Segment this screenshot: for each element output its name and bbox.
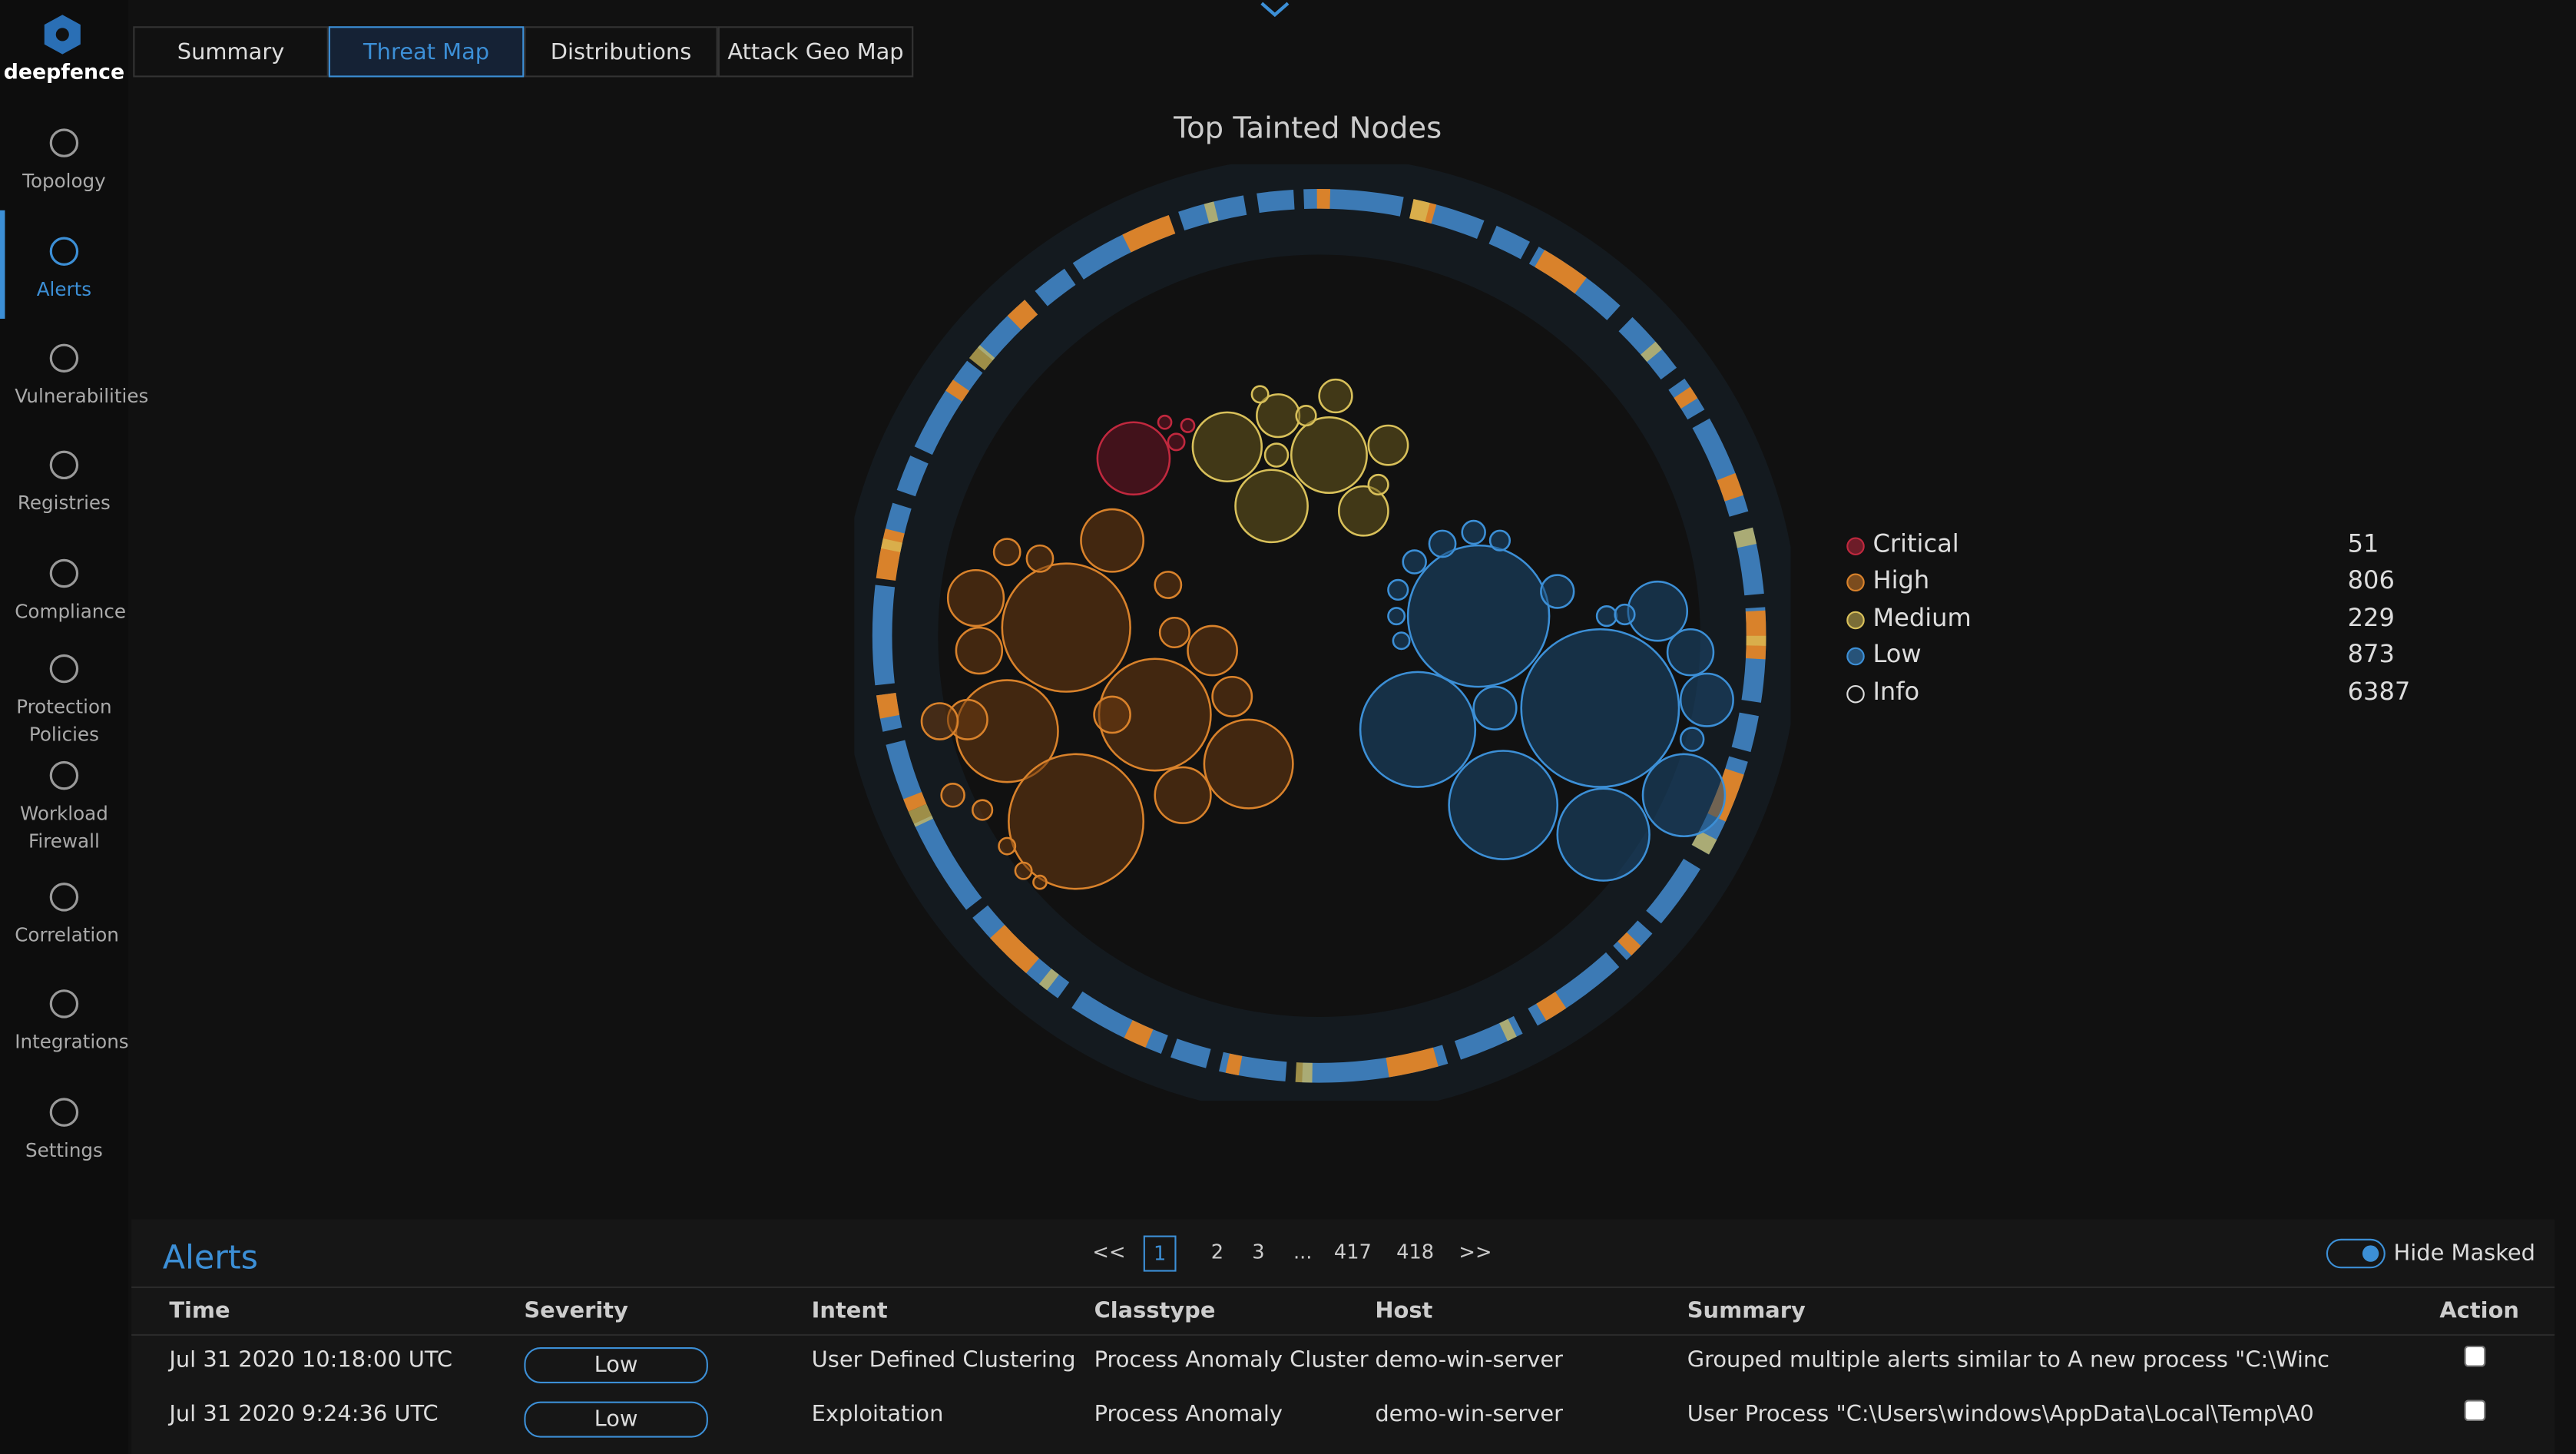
nav-label: Alerts	[36, 277, 92, 301]
legend-swatch	[1846, 684, 1865, 703]
nav-icon	[49, 237, 79, 266]
table-cell: User Defined Clustering	[811, 1346, 1076, 1374]
row-checkbox[interactable]	[2464, 1399, 2486, 1422]
legend-swatch	[1846, 537, 1865, 555]
sidebar: deepfence Topology Alerts Vulnerabilities R…	[0, 0, 149, 1454]
brand: deepfence	[3, 59, 125, 84]
column-header[interactable]: Time	[169, 1297, 230, 1325]
panel-title: Alerts	[162, 1237, 258, 1277]
nav-item[interactable]: Correlation	[0, 879, 128, 949]
nav-item[interactable]: Registries	[0, 447, 128, 518]
legend-label: Medium	[1872, 602, 1972, 633]
legend-count: 229	[2347, 602, 2395, 633]
table-cell: Process Anomaly Cluster	[1094, 1346, 1369, 1374]
divider	[131, 1286, 2555, 1288]
column-header[interactable]: Action	[2439, 1297, 2519, 1325]
page-link[interactable]: ...	[1293, 1240, 1313, 1264]
tab[interactable]: Attack Geo Map	[717, 26, 914, 78]
nav-label: Topology	[22, 169, 106, 193]
tab[interactable]: Summary	[133, 26, 329, 78]
toggle[interactable]	[2326, 1238, 2386, 1269]
chart-title: Top Tainted Nodes	[1174, 111, 1442, 147]
table-cell: demo-win-server	[1375, 1346, 1563, 1374]
legend-label: Critical	[1872, 528, 1959, 559]
nav-label: Correlation	[15, 923, 119, 947]
nav-item[interactable]: Workload Firewall	[0, 757, 128, 856]
page-link[interactable]: 3	[1252, 1240, 1265, 1264]
legend-label: High	[1872, 565, 1930, 596]
column-header[interactable]: Intent	[811, 1297, 888, 1325]
legend-swatch	[1846, 611, 1865, 629]
page-link[interactable]: 418	[1396, 1240, 1435, 1264]
severity-badge: Low	[524, 1346, 708, 1384]
nav-label: Vulnerabilities	[15, 384, 149, 408]
alerts-panel: Alerts Hide Masked << 1 2 3... 417 418 >> Time S…	[131, 1219, 2555, 1454]
nav-item[interactable]: Integrations	[0, 985, 129, 1056]
nav-icon	[49, 450, 79, 480]
nav-icon	[49, 760, 79, 790]
nav-label: Integrations	[15, 1030, 129, 1054]
logo-icon	[44, 15, 81, 55]
nav-label: Compliance	[15, 599, 127, 623]
nav-item[interactable]: Alerts	[0, 234, 128, 304]
nav-icon	[49, 989, 79, 1018]
tab[interactable]: Distributions	[524, 26, 718, 78]
nav-item[interactable]: Vulnerabilities	[0, 340, 149, 411]
column-header[interactable]: Classtype	[1094, 1297, 1216, 1325]
column-header[interactable]: Summary	[1687, 1297, 1806, 1325]
nav-icon	[49, 343, 79, 373]
table-cell: Jul 31 2020 9:24:36 UTC	[169, 1401, 439, 1428]
legend-count: 806	[2347, 565, 2395, 596]
page-link[interactable]: <<	[1092, 1240, 1126, 1264]
legend-swatch	[1846, 648, 1865, 666]
nav-label: Protection Policies	[16, 694, 112, 747]
column-header[interactable]: Host	[1375, 1297, 1433, 1325]
legend-label: Low	[1872, 639, 1922, 669]
table-cell: Exploitation	[811, 1401, 944, 1428]
nav-label: Workload Firewall	[19, 801, 108, 853]
table-cell: Process Anomaly	[1094, 1401, 1283, 1428]
threat-map	[854, 164, 1791, 1101]
legend-swatch	[1846, 574, 1865, 592]
legend-count: 873	[2347, 639, 2395, 669]
toggle-label: Hide Masked	[2393, 1240, 2535, 1267]
nav-icon	[49, 128, 79, 157]
nav-item[interactable]: Settings	[0, 1095, 128, 1165]
nav-icon	[49, 654, 79, 684]
severity-badge: Low	[524, 1401, 708, 1438]
nav-icon	[49, 883, 79, 912]
table-cell: Jul 31 2020 10:18:00 UTC	[169, 1346, 453, 1374]
nav-item[interactable]: Compliance	[0, 555, 128, 626]
legend-count: 6387	[2347, 676, 2411, 706]
page-link[interactable]: >>	[1459, 1240, 1492, 1264]
table-cell: User Process "C:\Users\windows\AppData\L…	[1687, 1401, 2314, 1428]
table-cell: Grouped multiple alerts similar to A new…	[1687, 1346, 2330, 1374]
nav-icon	[49, 1098, 79, 1127]
nav-item[interactable]: Protection Policies	[0, 651, 128, 749]
column-header[interactable]: Severity	[524, 1297, 628, 1325]
nav-label: Settings	[25, 1138, 103, 1162]
nav-item[interactable]: Topology	[0, 125, 128, 196]
ring	[872, 188, 1766, 1083]
legend-label: Info	[1872, 676, 1920, 706]
page-link[interactable]: 1	[1143, 1235, 1177, 1272]
table-cell: demo-win-server	[1375, 1401, 1563, 1428]
tab[interactable]: Threat Map	[328, 26, 525, 78]
active-indicator	[0, 210, 5, 319]
header-divider	[131, 1333, 2555, 1336]
legend-count: 51	[2347, 528, 2379, 559]
page-link[interactable]: 417	[1333, 1240, 1372, 1264]
collapse-arrow[interactable]	[1258, 0, 1291, 20]
row-checkbox[interactable]	[2464, 1345, 2486, 1367]
nav-icon	[49, 558, 79, 588]
page-link[interactable]: 2	[1210, 1240, 1224, 1264]
nav-label: Registries	[17, 491, 111, 515]
